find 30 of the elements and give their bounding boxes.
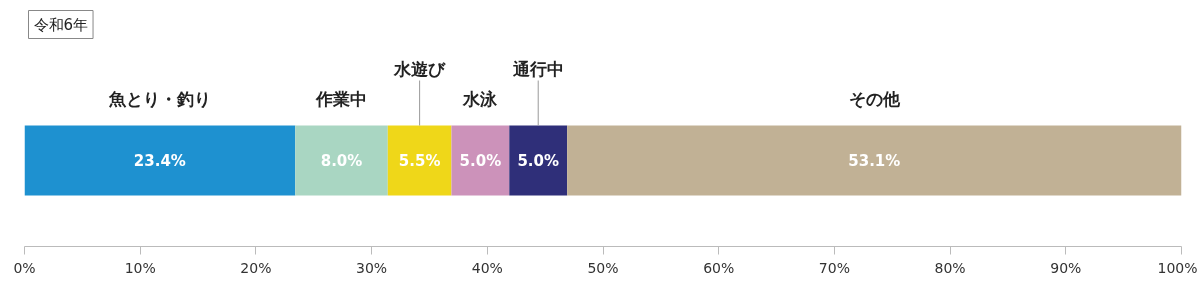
bar [451, 125, 510, 196]
x-tick-label: 10% [124, 259, 156, 276]
bar [387, 125, 452, 196]
x-tick-label: 0% [13, 259, 36, 276]
text: 通行中 [511, 58, 564, 79]
data-label: 5.0% [517, 151, 560, 170]
data-label: 23.4% [133, 151, 186, 170]
x-tick-label: 70% [818, 259, 850, 276]
bar [567, 125, 1182, 196]
bar [295, 125, 388, 196]
x-tick-label: 80% [934, 259, 966, 276]
bar [24, 125, 296, 196]
data-label: 5.0% [459, 151, 502, 170]
x-tick-label: 60% [703, 259, 735, 276]
x-tick-label: 40% [471, 259, 503, 276]
series-label: 作業中 [315, 88, 368, 109]
data-label: 8.0% [320, 151, 363, 170]
x-tick-label: 100% [1157, 259, 1197, 276]
series-label: その他 [848, 88, 901, 109]
bar [509, 125, 568, 196]
x-tick-label: 50% [587, 259, 619, 276]
series-label: 水泳 [462, 88, 499, 109]
x-tick-label: 90% [1050, 259, 1082, 276]
text: 水遊び [393, 58, 447, 79]
data-label: 53.1% [848, 151, 901, 170]
x-tick-label: 30% [356, 259, 388, 276]
chart-title: 令和6年 [33, 15, 89, 34]
series-label: 魚とり・釣り [107, 88, 211, 109]
x-tick-label: 20% [240, 259, 272, 276]
data-label: 5.5% [398, 151, 441, 170]
